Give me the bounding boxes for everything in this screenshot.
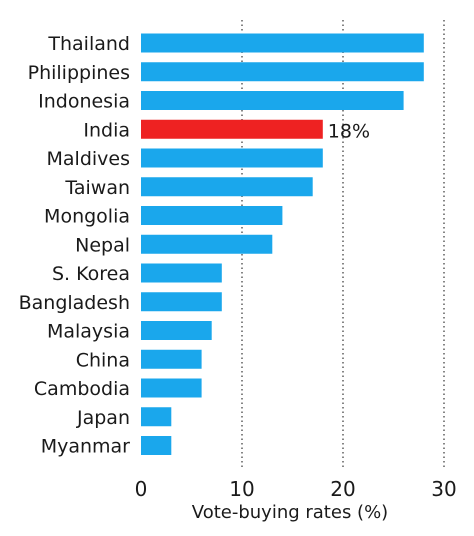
category-label: Myanmar	[41, 436, 130, 458]
x-axis-title: Vote-buying rates (%)	[192, 502, 388, 523]
bar-nepal	[141, 234, 273, 254]
category-label: Philippines	[28, 62, 130, 84]
category-label: India	[83, 119, 130, 141]
category-label: S. Korea	[52, 263, 130, 285]
highlight-value-label: 18%	[328, 120, 370, 142]
category-label: Maldives	[47, 148, 131, 170]
category-label: Nepal	[75, 234, 130, 256]
tick-label: 0	[135, 477, 148, 501]
bar-myanmar	[141, 436, 172, 455]
category-label: Malaysia	[47, 321, 130, 343]
category-label: Cambodia	[34, 378, 130, 400]
tick-label: 30	[431, 477, 456, 501]
category-label: Japan	[76, 407, 130, 429]
bar-mongolia	[141, 206, 283, 225]
bar-china	[141, 349, 202, 369]
bar-s-korea	[141, 263, 222, 283]
tick-label: 10	[229, 477, 254, 501]
category-label: Bangladesh	[19, 292, 130, 314]
bars	[141, 33, 424, 455]
category-label: Thailand	[47, 33, 130, 55]
category-label: Mongolia	[44, 206, 130, 228]
bar-indonesia	[141, 91, 404, 110]
bar-cambodia	[141, 378, 202, 398]
x-axis-ticks: 0 10 20 30	[135, 477, 457, 501]
bar-philippines	[141, 62, 424, 82]
bar-maldives	[141, 148, 323, 168]
category-label: China	[76, 349, 130, 371]
bar-malaysia	[141, 321, 212, 340]
bar-bangladesh	[141, 292, 222, 312]
category-label: Taiwan	[64, 177, 130, 199]
bar-india	[141, 119, 323, 139]
category-label: Indonesia	[38, 91, 130, 113]
bar-taiwan	[141, 177, 313, 197]
tick-label: 20	[330, 477, 355, 501]
bar-japan	[141, 407, 172, 427]
bar-thailand	[141, 33, 424, 53]
category-labels: Thailand Philippines Indonesia India Maldive…	[19, 33, 131, 458]
